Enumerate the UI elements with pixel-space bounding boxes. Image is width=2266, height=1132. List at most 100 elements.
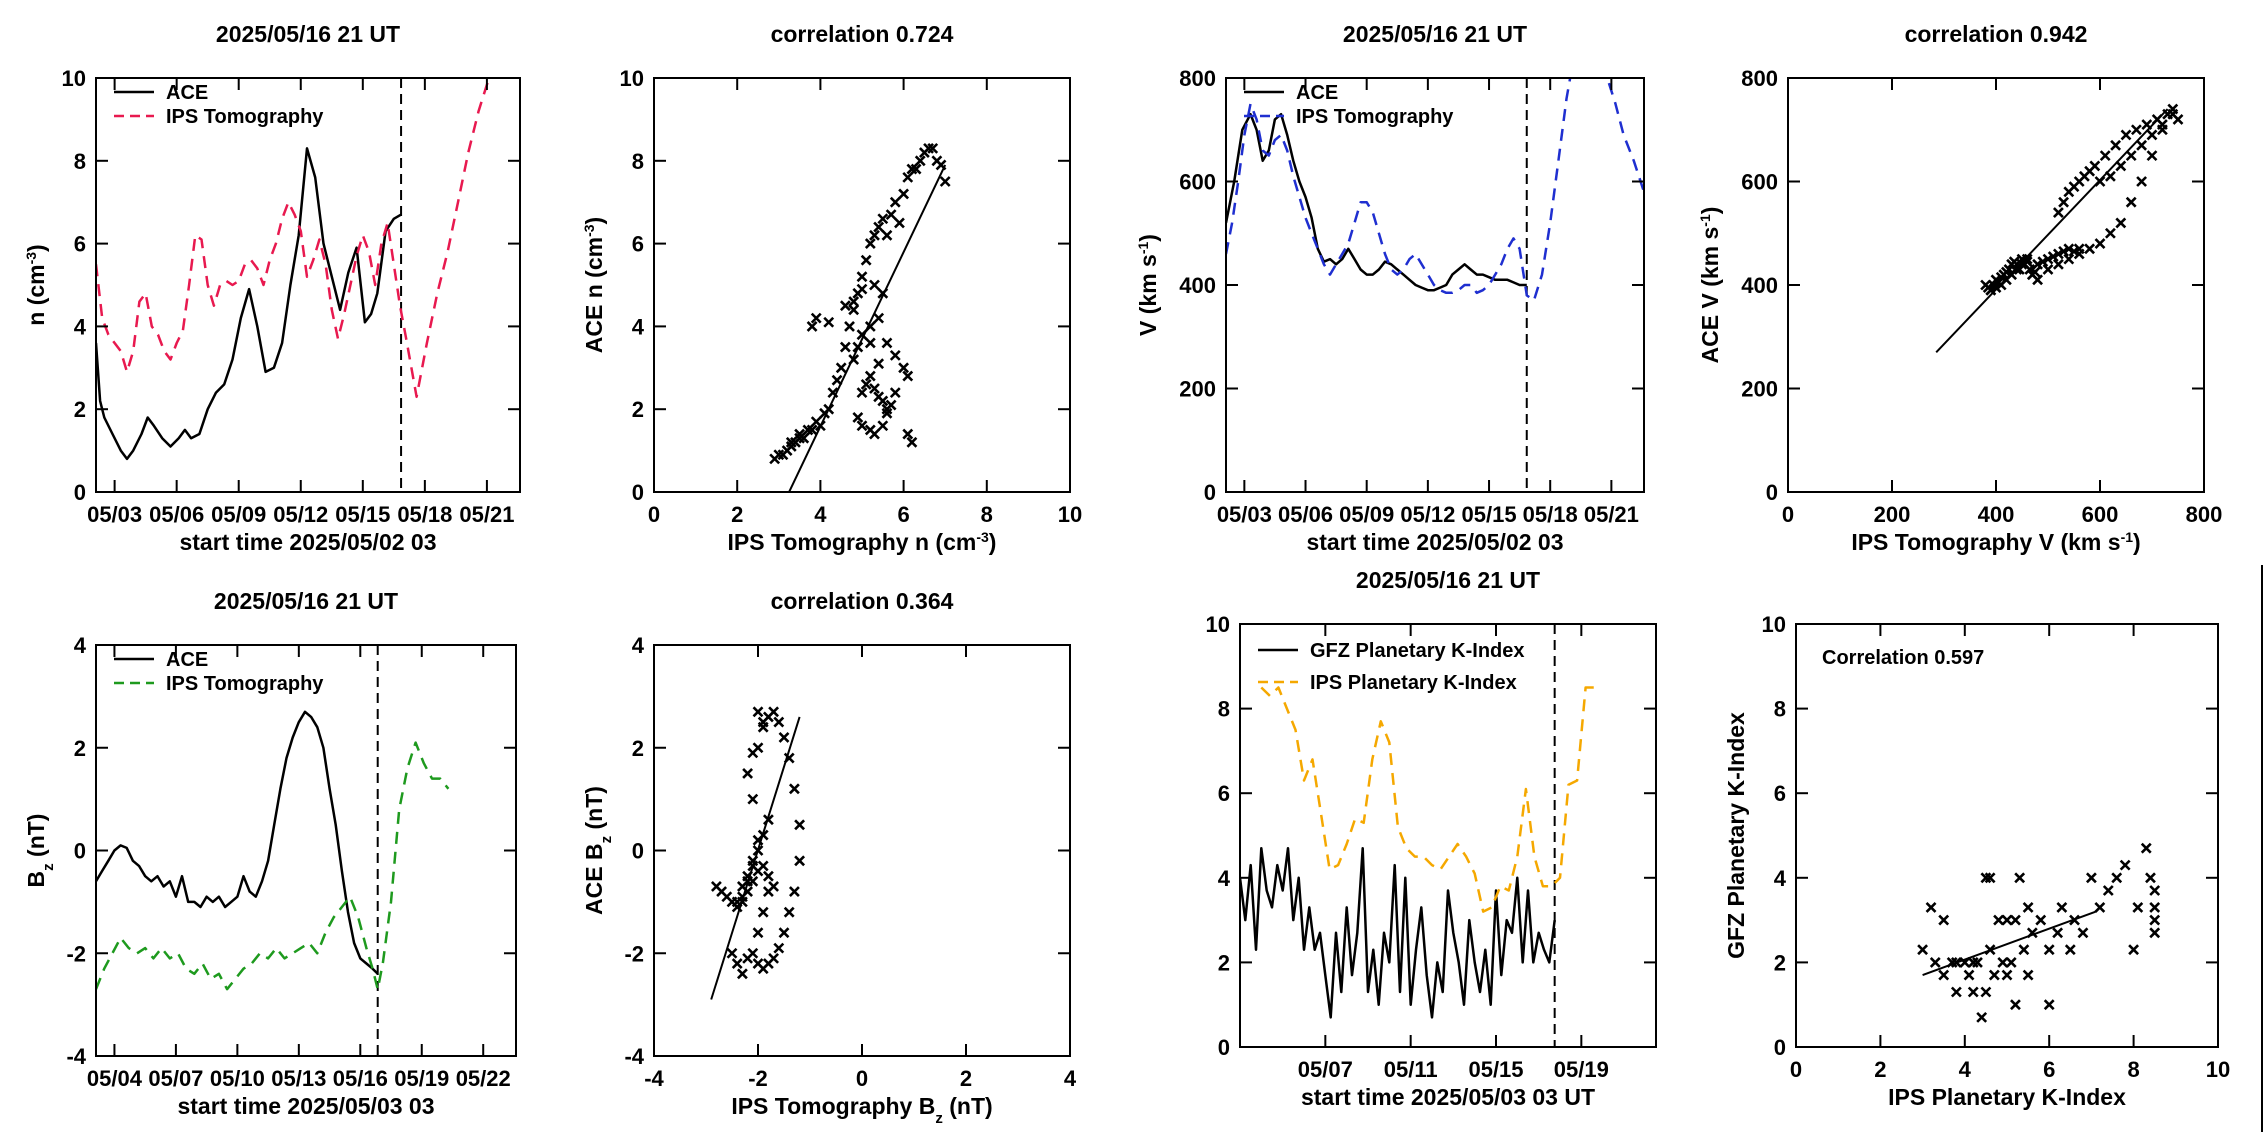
y-axis-label-part: ) [581, 217, 607, 225]
scatter-point [910, 163, 922, 175]
x-axis-label: IPS Tomography n (cm-3) [728, 529, 997, 555]
panel-8: 0 2 4 6 8 10 0 2 4 6 8 10 IPS Planetary K-Index GFZ P… [1723, 612, 2230, 1110]
scatter-point [902, 428, 914, 440]
x-axis-label-part: ) [989, 529, 997, 555]
legend-label: IPS Tomography [166, 673, 324, 695]
plot-area [96, 78, 491, 492]
scatter-point [2043, 999, 2055, 1011]
scatter-point [773, 716, 785, 728]
x-tick-label: 10 [2206, 1057, 2230, 1082]
scatter-point [752, 845, 764, 856]
x-axis-label-part: ) [2133, 529, 2141, 555]
scatter-point [856, 329, 868, 341]
x-tick-label: 05/21 [1584, 502, 1639, 527]
y-axis-label-part: z [40, 863, 57, 871]
scatter-point [877, 395, 889, 407]
scatter-point [2005, 956, 2017, 968]
scatter-point [747, 855, 759, 867]
y-tick-label: 0 [1774, 1035, 1786, 1060]
x-tick-label: 200 [1874, 502, 1911, 527]
scatter-point [2172, 113, 2184, 125]
scatter-point [798, 432, 810, 444]
scatter-point [2094, 176, 2106, 187]
scatter-point [773, 449, 785, 461]
plot-area [1240, 624, 1595, 1047]
scatter-point [2136, 176, 2148, 187]
scatter-point [877, 213, 889, 225]
legend: GFZ Planetary K-Index IPS Planetary K-Ind… [1258, 640, 1525, 694]
series-line-1 [1240, 846, 1556, 1019]
scatter-point [869, 279, 880, 291]
series-line-1 [96, 147, 402, 461]
x-tick-label: 6 [2043, 1057, 2055, 1082]
scatter-point [877, 420, 889, 432]
scatter-point [1988, 969, 2000, 981]
scatter-point [869, 428, 880, 440]
scatter-point [2052, 927, 2064, 939]
y-tick-label: 2 [74, 736, 86, 761]
scatter-point [742, 952, 754, 964]
scatter-point [2110, 139, 2122, 151]
x-tick-label: 05/15 [1462, 502, 1517, 527]
x-tick-label: 4 [814, 502, 827, 527]
scatter-point [2043, 944, 2055, 956]
scatter-point [869, 383, 880, 394]
axes-frame [1795, 623, 2219, 1048]
y-tick-label: 2 [632, 736, 644, 761]
y-tick-label: 400 [1741, 273, 1778, 298]
legend-label: ACE [1296, 82, 1338, 104]
legend-label: IPS Tomography [1296, 106, 1454, 128]
scatter-point [794, 432, 806, 444]
panel-1: 2025/05/16 21 UT 0 2 4 6 8 10 05/03 05/06 05/09 05… [23, 21, 521, 555]
scatter-point [1976, 1011, 1988, 1023]
scatter-point [2032, 274, 2044, 286]
x-tick-label: 05/19 [1554, 1057, 1609, 1082]
scatter-point [2104, 170, 2116, 182]
scatter-point [2128, 944, 2140, 956]
scatter-point [2145, 872, 2156, 884]
y-tick-label: 4 [1774, 866, 1787, 891]
scatter-point [2010, 914, 2021, 926]
scatter-point [823, 316, 835, 328]
scatter-point [814, 420, 826, 432]
scatter-point [864, 320, 876, 332]
scatter-point [939, 176, 951, 187]
scatter-point [778, 927, 790, 939]
scatter-point [2149, 914, 2161, 926]
x-tick-label: 05/13 [271, 1066, 326, 1091]
y-tick-label: 2 [1774, 950, 1786, 975]
y-tick-label: 6 [74, 232, 86, 257]
scatter-point [2022, 969, 2034, 981]
x-tick-label: 05/04 [87, 1066, 143, 1091]
panel-6: correlation 0.364 -4 -2 0 2 4 -4 -2 0 2 4 IPS Tomog… [581, 588, 1077, 1127]
x-tick-label: 8 [981, 502, 993, 527]
scatter-point [864, 337, 876, 349]
chart-title: 2025/05/16 21 UT [214, 588, 398, 614]
scatter-point [827, 387, 839, 399]
scatter-point [2035, 914, 2047, 926]
scatter-point [2056, 901, 2068, 913]
scatter-point [2014, 872, 2026, 884]
chart-title: correlation 0.942 [1905, 21, 2088, 47]
x-axis-label: IPS Planetary K-Index [1888, 1084, 2126, 1110]
scatter-point [2151, 113, 2163, 125]
x-tick-label: 05/18 [397, 502, 452, 527]
scatter-point [1950, 986, 1962, 998]
scatter-point [2141, 119, 2153, 130]
scatter-point [2099, 150, 2111, 162]
scatter-point [856, 271, 868, 283]
y-tick-label: 2 [632, 397, 644, 422]
scatter-point [736, 881, 748, 892]
scatter-point [1959, 956, 1971, 968]
y-tick-label: 4 [632, 314, 645, 339]
scatter-point [731, 896, 743, 908]
y-tick-label: 0 [632, 480, 644, 505]
scatter-point [2102, 885, 2114, 896]
x-tick-label: 0 [856, 1066, 868, 1091]
scatter-point [794, 819, 806, 831]
scatter-point [856, 387, 868, 399]
scatter-point [885, 209, 897, 221]
scatter-point [783, 906, 795, 918]
